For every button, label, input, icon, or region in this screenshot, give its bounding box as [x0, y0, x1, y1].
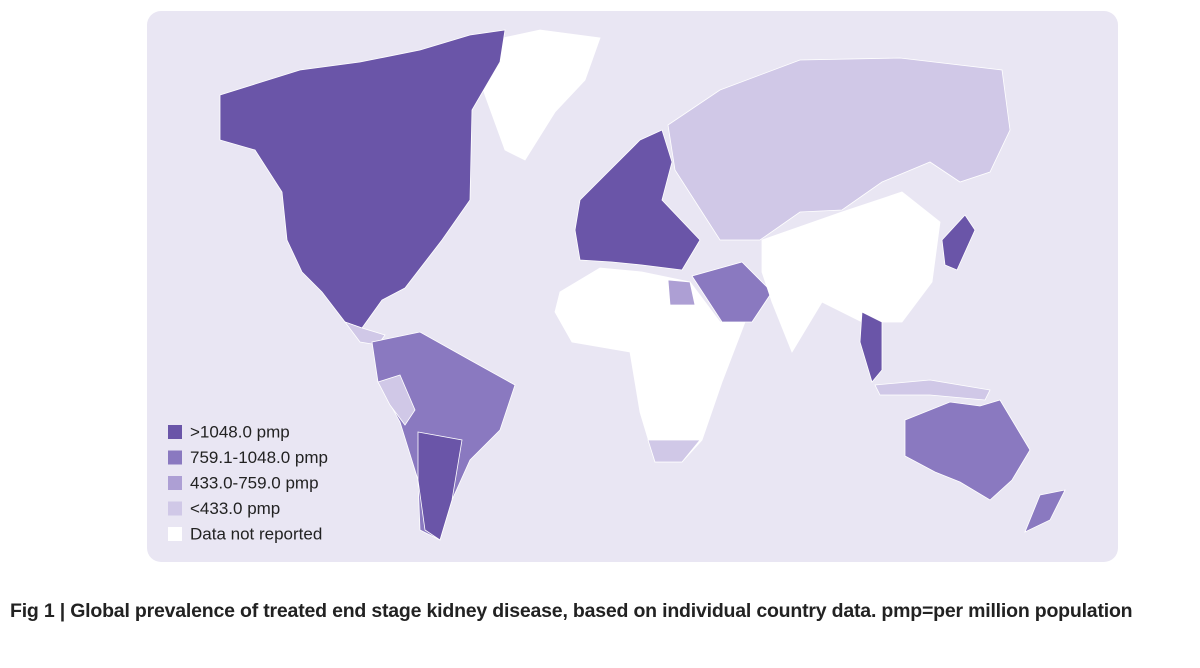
- egypt: [667, 279, 696, 306]
- south-east-asia: [859, 311, 883, 383]
- legend-label: Data not reported: [190, 524, 322, 543]
- russia: [667, 57, 1011, 241]
- legend-label: 433.0-759.0 pmp: [190, 473, 319, 492]
- greenland: [469, 29, 601, 161]
- legend-label: <433.0 pmp: [190, 499, 280, 518]
- caption: Fig 1 | Global prevalence of treated end…: [10, 600, 1133, 622]
- new-zealand: [1024, 489, 1066, 533]
- japan: [941, 214, 976, 271]
- europe: [574, 129, 701, 271]
- legend-swatch: [168, 527, 182, 541]
- legend-swatch: [168, 450, 182, 465]
- peru: [377, 374, 416, 426]
- legend: >1048.0 pmp 759.1-1048.0 pmp 433.0-759.0 p…: [168, 422, 328, 543]
- indonesia: [874, 379, 991, 401]
- legend-label: >1048.0 pmp: [190, 422, 290, 441]
- middle-east: [691, 261, 773, 323]
- legend-swatch: [168, 425, 182, 439]
- legend-label: 759.1-1048.0 pmp: [190, 448, 328, 467]
- australia: [904, 399, 1031, 501]
- africa: [554, 267, 746, 463]
- south-africa: [647, 439, 701, 463]
- map: >1048.0 pmp 759.1-1048.0 pmp 433.0-759.0 p…: [147, 11, 1118, 562]
- legend-swatch: [168, 501, 182, 516]
- legend-swatch: [168, 476, 182, 490]
- north-america: [219, 29, 506, 329]
- argentina-chile: [417, 431, 463, 541]
